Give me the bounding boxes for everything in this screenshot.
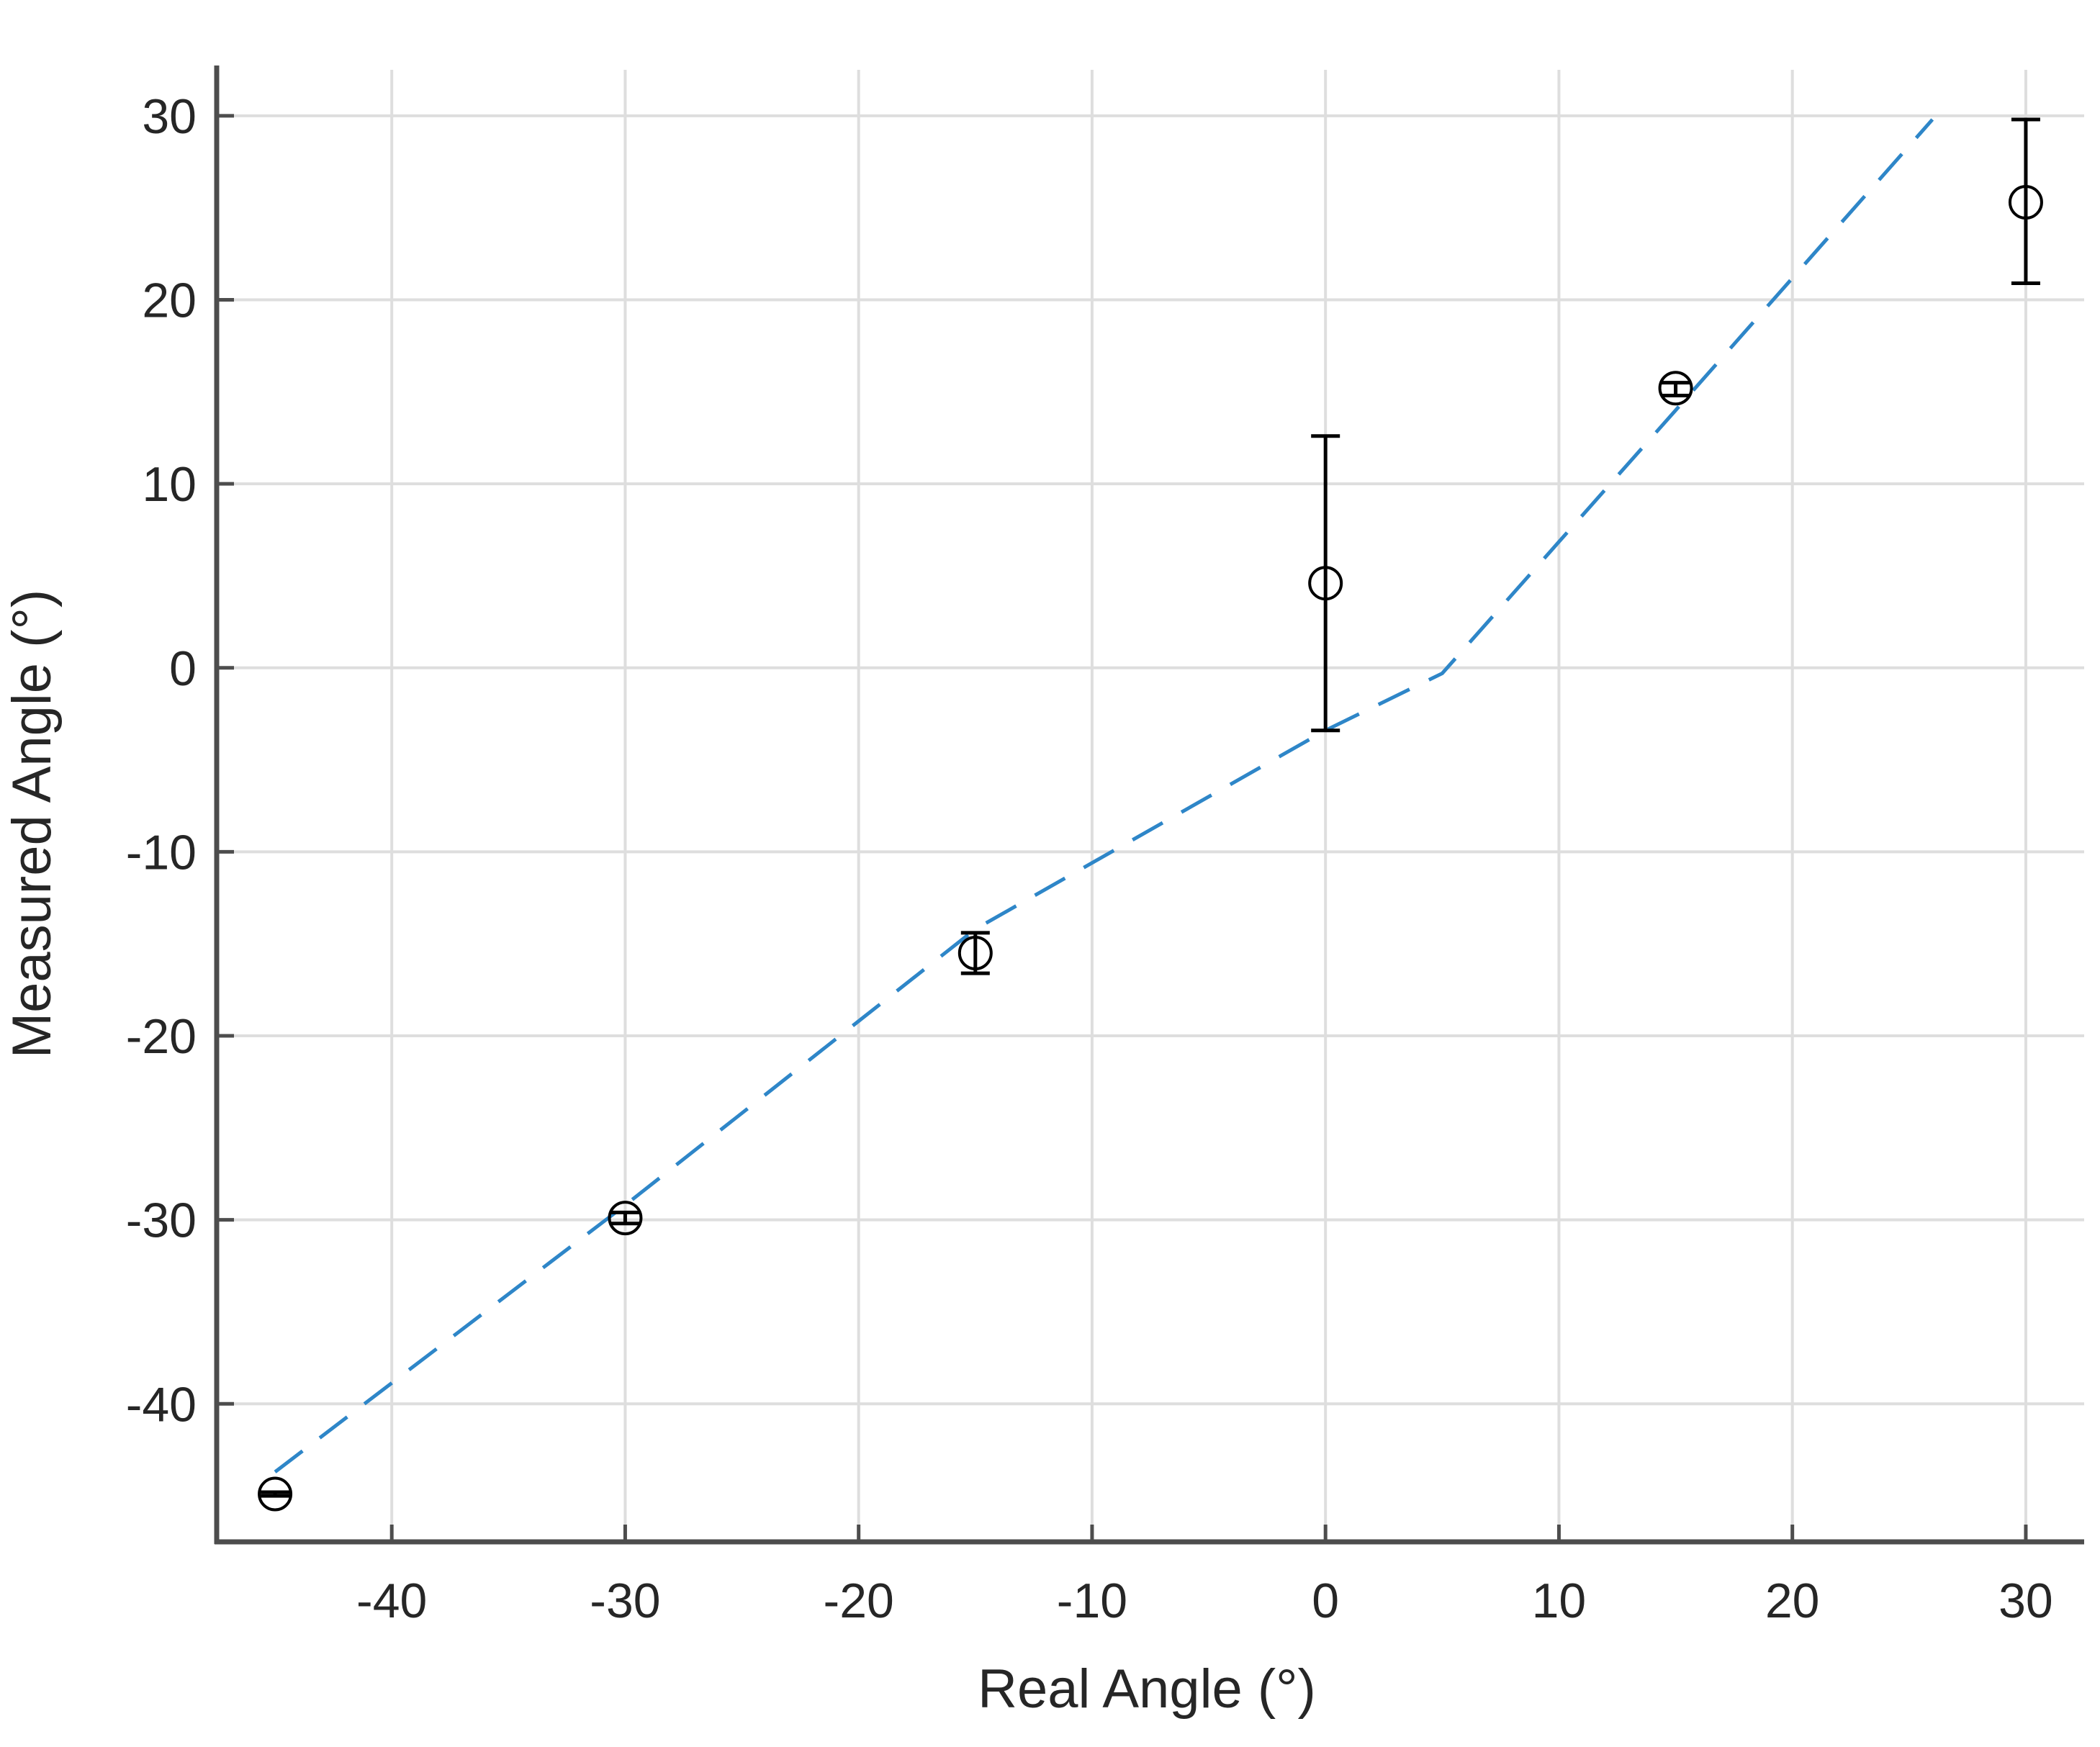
x-tick-label: -40 <box>356 1574 427 1628</box>
x-tick-labels: -40 -30 -20 -10 0 10 20 30 <box>356 1574 2053 1628</box>
marker-circle <box>1308 566 1343 601</box>
data-point <box>2008 117 2043 286</box>
marker-circle <box>2008 185 2043 220</box>
fit-line-series <box>274 118 1934 1473</box>
y-gridlines <box>217 114 2084 1406</box>
x-gridlines <box>390 70 2027 1542</box>
x-tick-label: -20 <box>824 1574 894 1628</box>
data-point <box>608 1201 643 1236</box>
marker-circle <box>957 936 993 970</box>
y-tick-label: -30 <box>126 1193 197 1248</box>
y-tick-label: 20 <box>142 274 197 328</box>
y-tick-label: 0 <box>169 641 197 696</box>
marker-circle <box>258 1476 293 1512</box>
axes <box>214 66 2084 1545</box>
x-tick-label: -30 <box>590 1574 660 1628</box>
data-point <box>957 931 993 975</box>
y-tick-labels: -40 -30 -20 -10 0 10 20 30 <box>126 89 197 1432</box>
x-tick-label: 0 <box>1312 1574 1339 1628</box>
data-point <box>1658 371 1693 406</box>
y-axis-label: Measured Angle (°) <box>1 590 63 1058</box>
fit-line <box>274 118 1934 1473</box>
measurement-series <box>258 117 2043 1512</box>
x-tick-label: 10 <box>1532 1574 1587 1628</box>
y-tick-label: -20 <box>126 1009 197 1064</box>
x-tick-label: 20 <box>1765 1574 1820 1628</box>
y-tick-label: -40 <box>126 1377 197 1432</box>
x-axis-label: Real Angle (°) <box>978 1658 1316 1720</box>
x-tick-label: -10 <box>1057 1574 1127 1628</box>
marker-circle <box>608 1201 643 1236</box>
y-tick-label: -10 <box>126 825 197 880</box>
marker-circle <box>1658 371 1693 406</box>
data-point <box>1308 434 1343 733</box>
y-tick-label: 10 <box>142 457 197 512</box>
x-tick-label: 30 <box>1998 1574 2053 1628</box>
y-tick-label: 30 <box>142 89 197 144</box>
data-point <box>258 1476 293 1512</box>
